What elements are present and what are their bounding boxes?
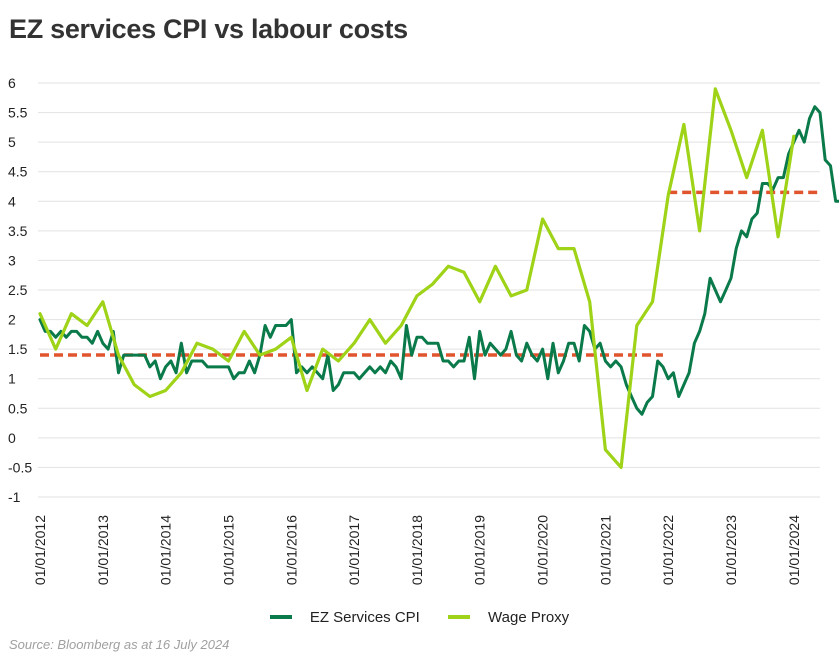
x-axis-ticks: 01/01/2012 01/01/2013 01/01/2014 01/01/2015… bbox=[32, 515, 802, 585]
x-tick-label: 01/01/2018 bbox=[409, 515, 425, 585]
x-tick-label: 01/01/2014 bbox=[158, 515, 174, 585]
legend-label-wage: Wage Proxy bbox=[488, 608, 570, 626]
reference-lines bbox=[40, 190, 820, 357]
series-line-ez-services-cpi bbox=[38, 105, 839, 416]
y-tick-label: 3.5 bbox=[8, 223, 28, 239]
series-line-wage-proxy bbox=[38, 87, 796, 469]
chart-title: EZ services CPI vs labour costs bbox=[9, 14, 408, 44]
x-tick-label: 01/01/2017 bbox=[346, 515, 362, 585]
series-lines bbox=[38, 87, 839, 469]
y-tick-label: -1 bbox=[8, 489, 21, 505]
y-tick-label: 2 bbox=[8, 312, 16, 328]
y-tick-label: 2.5 bbox=[8, 282, 28, 298]
x-tick-label: 01/01/2022 bbox=[660, 515, 676, 585]
legend-swatch-wage bbox=[448, 615, 471, 619]
y-tick-label: 3 bbox=[8, 252, 16, 268]
y-tick-label: 4.5 bbox=[8, 164, 28, 180]
y-tick-label: 1 bbox=[8, 371, 16, 387]
x-tick-label: 01/01/2020 bbox=[535, 515, 551, 585]
x-tick-label: 01/01/2024 bbox=[786, 515, 802, 585]
x-tick-label: 01/01/2023 bbox=[723, 515, 739, 585]
x-tick-label: 01/01/2015 bbox=[220, 515, 236, 585]
x-tick-label: 01/01/2019 bbox=[472, 515, 488, 585]
legend-swatch-cpi bbox=[269, 615, 292, 619]
y-tick-label: 4 bbox=[8, 193, 16, 209]
legend-item-wage[interactable]: Wage Proxy bbox=[448, 609, 569, 626]
y-tick-label: 6 bbox=[8, 75, 16, 91]
source-note: Source: Bloomberg as at 16 July 2024 bbox=[9, 637, 230, 652]
x-tick-label: 01/01/2013 bbox=[95, 515, 111, 585]
gridlines bbox=[38, 82, 820, 498]
y-tick-label: 0.5 bbox=[8, 400, 28, 416]
y-tick-label: 0 bbox=[8, 430, 16, 446]
chart-area: -1 -0.5 0 0.5 1 1.5 2 2.5 3 3.5 4 4.5 5 5.5 6 01/01/20… bbox=[8, 75, 839, 585]
y-axis-ticks: -1 -0.5 0 0.5 1 1.5 2 2.5 3 3.5 4 4.5 5 5.5 6 bbox=[8, 75, 32, 505]
x-tick-label: 01/01/2016 bbox=[283, 515, 299, 585]
x-tick-label: 01/01/2012 bbox=[32, 515, 48, 585]
x-tick-label: 01/01/2021 bbox=[597, 515, 613, 585]
legend-item-cpi[interactable]: EZ Services CPI bbox=[269, 608, 420, 626]
y-tick-label: 1.5 bbox=[8, 341, 28, 357]
legend: EZ Services CPI Wage Proxy bbox=[0, 606, 839, 626]
y-tick-label: 5.5 bbox=[8, 105, 28, 121]
legend-label-cpi: EZ Services CPI bbox=[309, 608, 420, 626]
y-tick-label: 5 bbox=[8, 134, 16, 150]
y-tick-label: -0.5 bbox=[8, 459, 32, 475]
